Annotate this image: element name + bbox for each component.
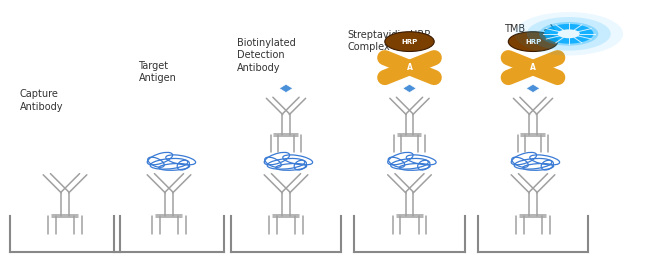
Text: A: A [406, 63, 413, 72]
Polygon shape [526, 84, 539, 93]
Text: A: A [530, 63, 536, 72]
Circle shape [526, 17, 611, 51]
Text: Capture
Antibody: Capture Antibody [20, 89, 63, 112]
Text: Target
Antigen: Target Antigen [138, 61, 176, 83]
Circle shape [508, 32, 558, 51]
Circle shape [514, 12, 623, 56]
Text: HRP: HRP [525, 38, 541, 45]
Circle shape [544, 24, 593, 44]
Text: Streptavidin-HRP
Complex: Streptavidin-HRP Complex [348, 30, 431, 52]
Text: TMB: TMB [504, 24, 525, 34]
Circle shape [385, 32, 434, 51]
Text: Biotinylated
Detection
Antibody: Biotinylated Detection Antibody [237, 38, 296, 73]
Text: HRP: HRP [402, 38, 417, 45]
Polygon shape [280, 84, 292, 93]
Polygon shape [403, 84, 416, 93]
Circle shape [539, 22, 599, 46]
Circle shape [558, 29, 580, 38]
